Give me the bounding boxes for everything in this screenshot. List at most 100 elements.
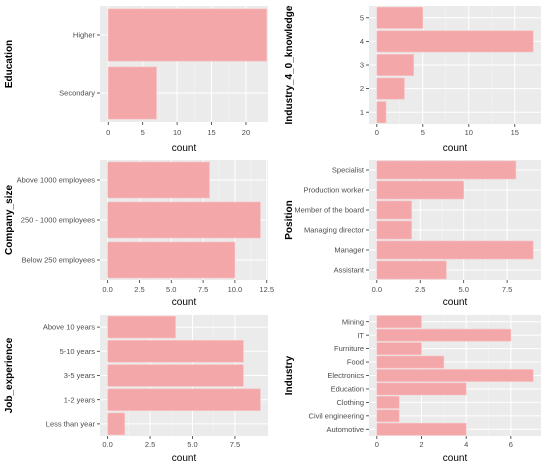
chart-6-x-axis-title: count <box>443 453 468 464</box>
chart-6-ytick-label-8: Automotive <box>326 425 364 434</box>
chart-2-y-axis-title: Industry_4_0_knowledge <box>284 5 295 124</box>
chart-4-y-axis-title: Position <box>284 200 295 239</box>
chart-4-xtick-label-0: 0.0 <box>372 285 382 294</box>
chart-5-xtick-label-2: 5.0 <box>187 440 197 449</box>
chart-6-xtick-label-3: 6 <box>509 440 513 449</box>
chart-4-xtick-label-1: 2.5 <box>415 285 425 294</box>
chart-2-xtick-label-0: 0 <box>375 128 379 137</box>
chart-6-ytick-label-1: IT <box>357 331 364 340</box>
chart-1-xtick-label-4: 20 <box>242 128 250 137</box>
chart-3-ytick-label-1: 250 - 1000 employees <box>21 216 95 225</box>
chart-1-xtick-label-2: 10 <box>173 128 181 137</box>
chart-1-x-axis-title: count <box>172 143 197 154</box>
chart-5-bar-4 <box>107 412 125 436</box>
chart-4-ytick-label-3: Managing director <box>304 226 365 235</box>
chart-3-y-axis-title: Company_size <box>4 185 15 255</box>
chart-6-xtick-label-2: 4 <box>464 440 468 449</box>
chart-2-bar-3 <box>376 77 405 100</box>
chart-6-ytick-label-5: Education <box>331 385 364 394</box>
chart-2-ytick-label-3: 2 <box>360 84 364 93</box>
chart-6-ytick-label-0: Mining <box>342 317 364 326</box>
chart-1-ytick-label-1: Secondary <box>59 89 95 98</box>
chart-6-xtick-label-1: 2 <box>419 440 423 449</box>
chart-5-ytick-label-3: 1-2 years <box>64 395 96 404</box>
chart-2-bar-4 <box>376 101 387 124</box>
chart-5-x-axis-title: count <box>172 453 197 464</box>
chart-4-bar-0 <box>376 160 517 180</box>
chart-3-xtick-label-5: 12.5 <box>259 285 274 294</box>
chart-6-bar-0 <box>376 315 422 329</box>
chart-2-bar-1 <box>376 30 534 53</box>
chart-3-ytick-label-0: Above 1000 employees <box>17 176 96 185</box>
chart-5-bar-0 <box>107 315 176 339</box>
chart-3-bar-0 <box>107 161 210 199</box>
chart-3-xtick-label-1: 2.5 <box>134 285 144 294</box>
chart-6-ytick-label-3: Food <box>347 358 364 367</box>
chart-4-panel <box>369 160 541 280</box>
chart-2-bar-0 <box>376 6 424 29</box>
chart-4-bar-2 <box>376 200 412 220</box>
chart-4-ytick-label-1: Production worker <box>304 186 365 195</box>
chart-3-bar-1 <box>107 201 261 239</box>
chart-5-bar-1 <box>107 340 244 363</box>
chart-1-y-axis-title: Education <box>4 40 15 88</box>
chart-4-xtick-label-2: 5.0 <box>458 285 468 294</box>
chart-6-ytick-label-2: Furniture <box>334 344 364 353</box>
chart-3-xtick-label-2: 5.0 <box>166 285 176 294</box>
chart-2-xtick-label-1: 5 <box>421 128 425 137</box>
chart-2-ytick-label-4: 1 <box>360 108 364 117</box>
chart-5-ytick-label-1: 5-10 years <box>60 347 96 356</box>
chart-4-bar-5 <box>376 260 447 280</box>
chart-4-ytick-label-2: Member of the board <box>294 206 364 215</box>
chart-6-xtick-label-0: 0 <box>375 440 379 449</box>
chart-3-xtick-label-3: 7.5 <box>198 285 208 294</box>
chart-5-bar-2 <box>107 364 244 387</box>
chart-1-xtick-label-1: 5 <box>141 128 145 137</box>
chart-3-xtick-label-0: 0.0 <box>102 285 112 294</box>
chart-4-x-axis-title: count <box>443 297 468 308</box>
chart-6-ytick-label-4: Electronics <box>327 371 364 380</box>
chart-6-ytick-label-7: Civil engineering <box>309 411 364 420</box>
chart-4-ytick-label-4: Manager <box>334 246 364 255</box>
chart-4-bar-4 <box>376 240 534 260</box>
chart-5-xtick-label-1: 2.5 <box>145 440 155 449</box>
chart-6-bar-5 <box>376 382 467 396</box>
chart-2-ytick-label-0: 5 <box>360 13 364 22</box>
chart-6-y-axis-title: Industry <box>284 355 295 395</box>
chart-5-ytick-label-4: Less than year <box>46 420 96 429</box>
chart-1-bar-1 <box>107 66 157 120</box>
chart-6-bar-7 <box>376 409 400 423</box>
chart-1-xtick-label-0: 0 <box>106 128 110 137</box>
chart-2-xtick-label-2: 10 <box>465 128 473 137</box>
chart-3-xtick-label-4: 10.0 <box>228 285 243 294</box>
chart-3-bar-2 <box>107 241 236 279</box>
chart-6-bar-2 <box>376 342 422 355</box>
chart-5-y-axis-title: Job_experience <box>4 337 15 413</box>
chart-4-ytick-label-5: Assistant <box>334 266 365 275</box>
chart-4-ytick-label-0: Specialist <box>332 166 365 175</box>
chart-6-bar-6 <box>376 396 400 409</box>
chart-5-ytick-label-0: Above 10 years <box>43 323 95 332</box>
chart-4-bar-3 <box>376 220 412 240</box>
chart-1-xtick-label-3: 15 <box>207 128 215 137</box>
chart-1-bar-0 <box>107 8 267 62</box>
chart-6-bar-3 <box>376 355 445 369</box>
chart-6-bar-4 <box>376 369 534 382</box>
chart-1-ytick-label-0: Higher <box>73 31 96 40</box>
chart-5-xtick-label-3: 7.5 <box>230 440 240 449</box>
chart-6-bar-1 <box>376 328 512 342</box>
chart-4-xtick-label-3: 7.5 <box>502 285 512 294</box>
chart-2-ytick-label-1: 4 <box>360 37 364 46</box>
chart-5-bar-3 <box>107 388 261 411</box>
chart-2-bar-2 <box>376 54 414 76</box>
chart-2-xtick-label-3: 15 <box>511 128 519 137</box>
chart-6-bar-8 <box>376 422 467 436</box>
chart-3-ytick-label-2: Below 250 employees <box>22 256 96 265</box>
chart-3-x-axis-title: count <box>172 297 197 308</box>
chart-2-x-axis-title: count <box>443 143 468 154</box>
chart-5-ytick-label-2: 3-5 years <box>64 371 96 380</box>
chart-2-ytick-label-2: 3 <box>360 61 364 70</box>
chart-6-ytick-label-6: Clothing <box>336 398 364 407</box>
chart-4-bar-1 <box>376 180 464 200</box>
